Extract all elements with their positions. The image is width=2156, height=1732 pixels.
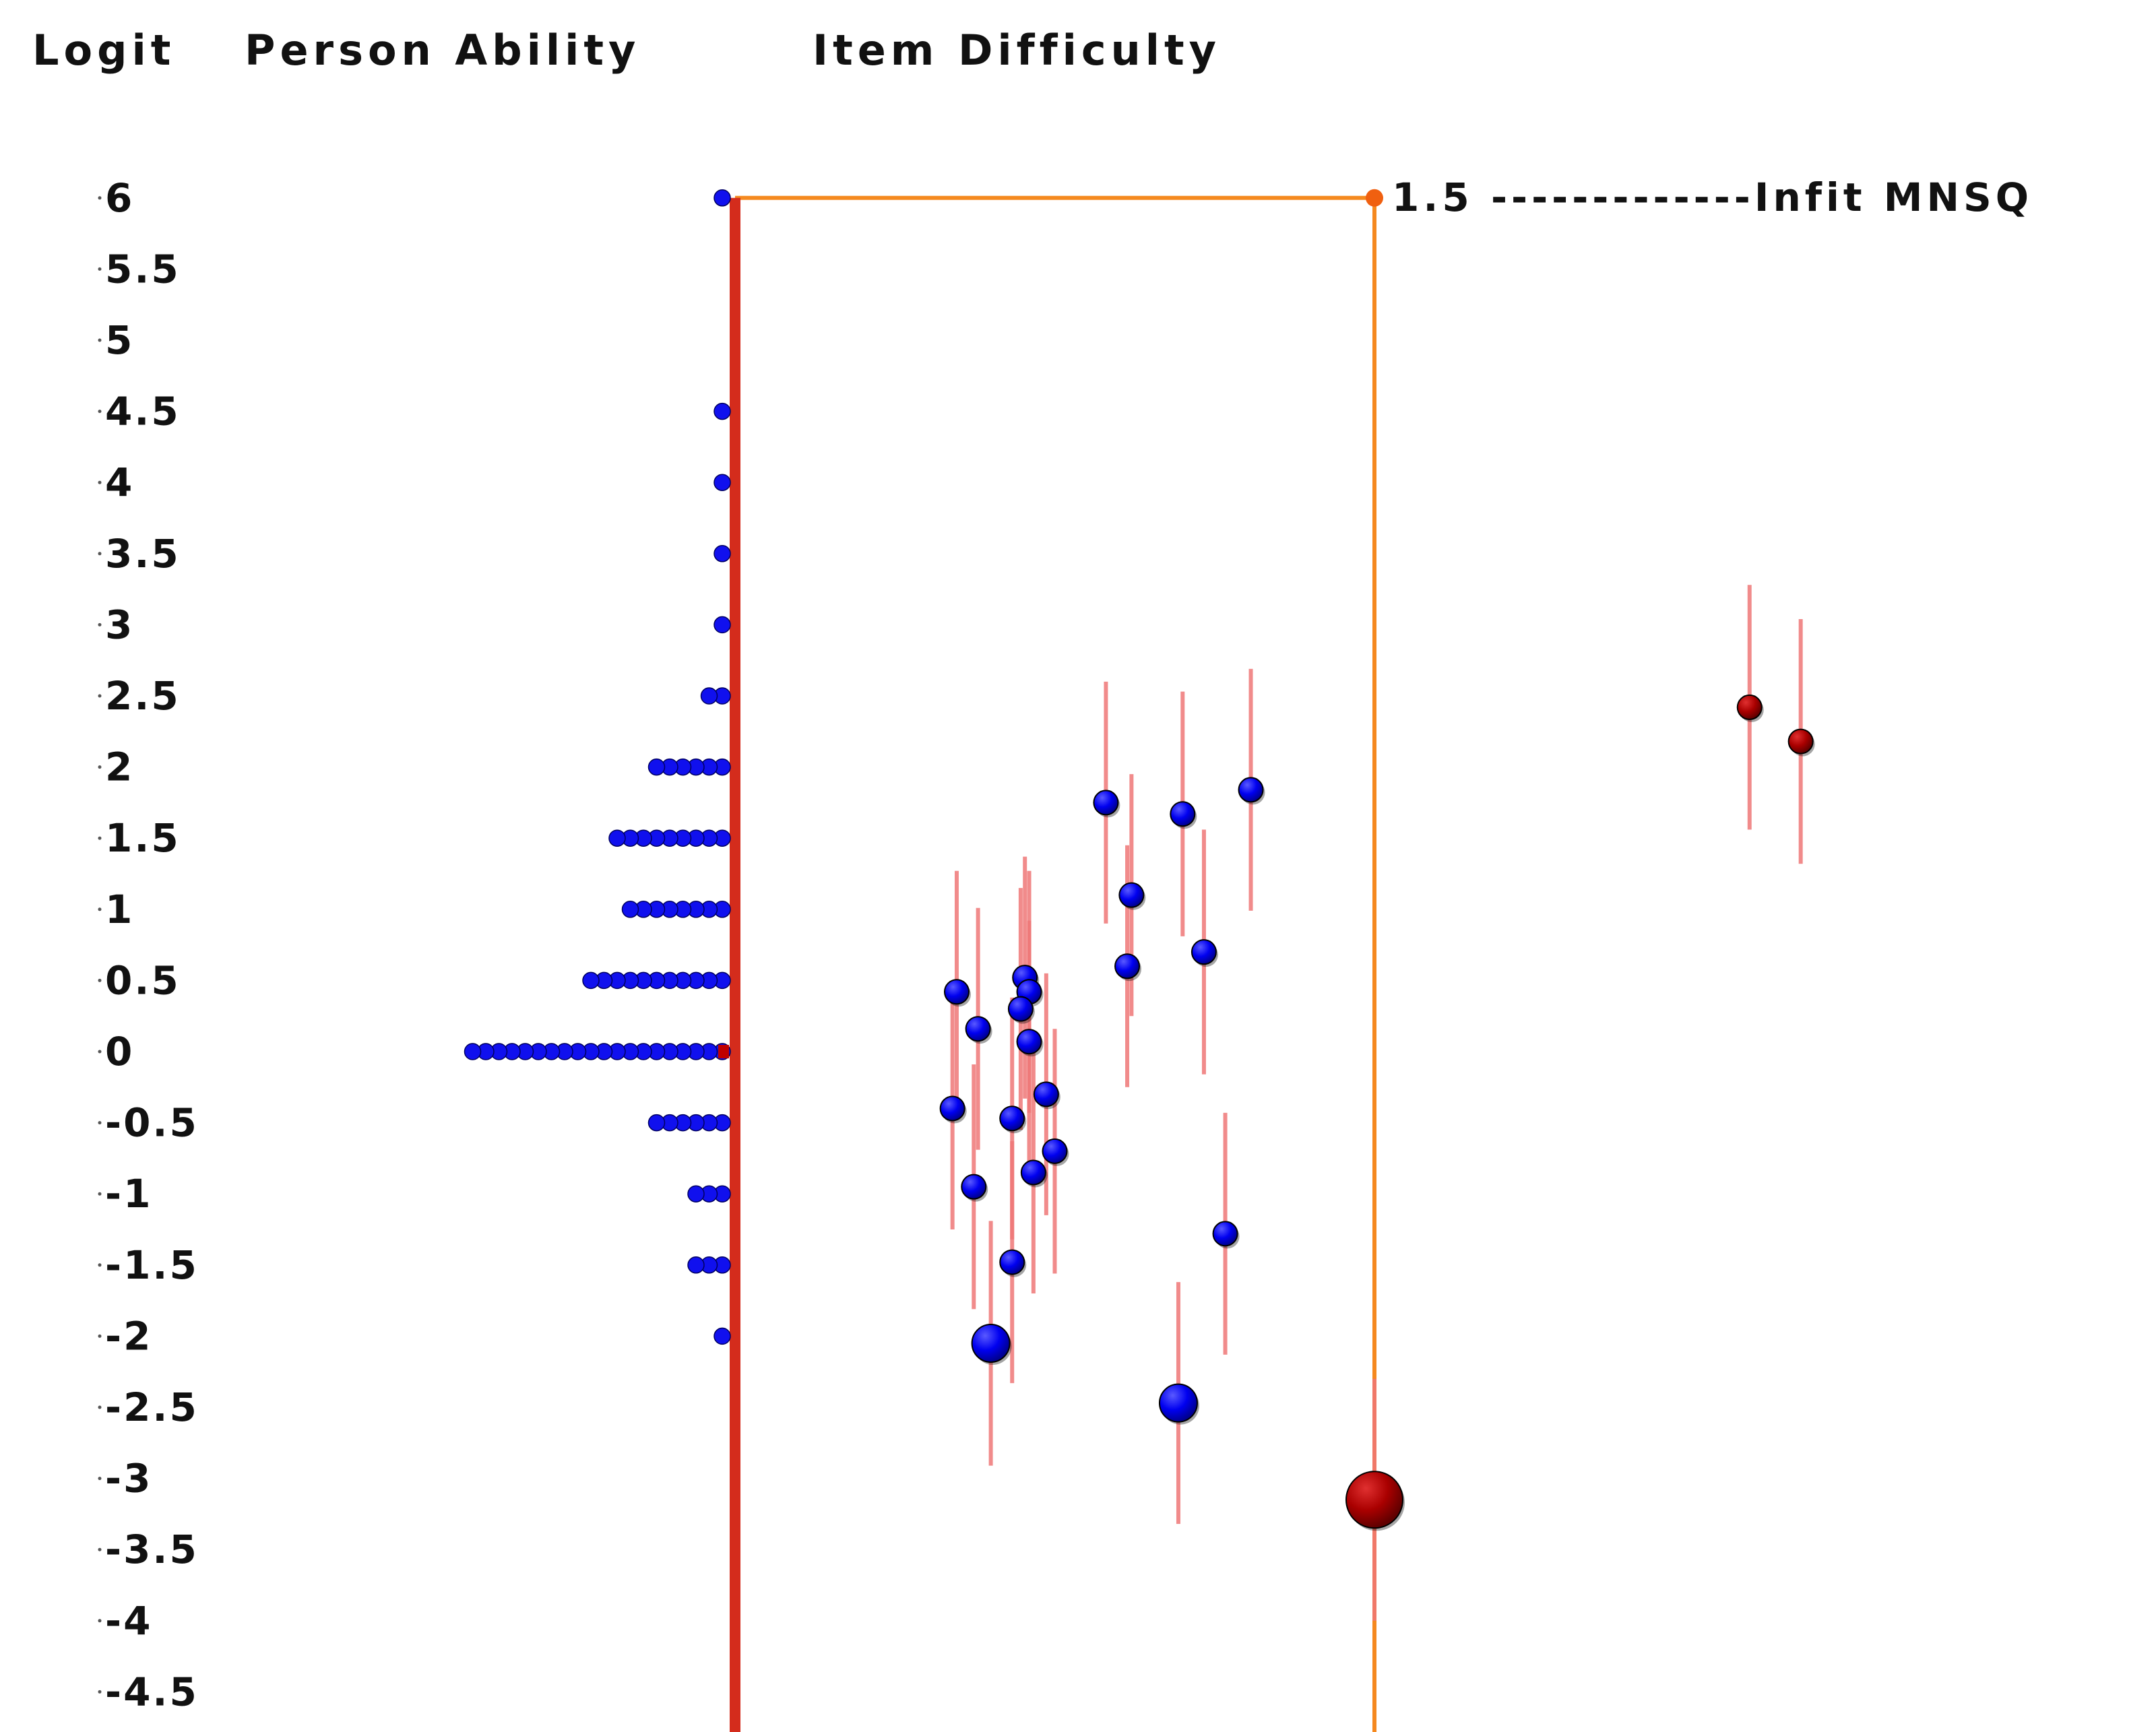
misfit-item-dot: [1787, 728, 1814, 755]
person-dot: [687, 1256, 705, 1274]
y-tick-mark: [98, 196, 102, 200]
y-tick-label: 2: [105, 744, 134, 790]
y-tick-mark: [98, 978, 102, 982]
item-difficulty-header: Item Difficulty: [813, 26, 1222, 75]
item-dot: [939, 1095, 965, 1122]
person-ability-header: Person Ability: [245, 26, 641, 75]
item-dot: [1114, 953, 1141, 980]
person-dot: [608, 829, 626, 847]
item-dot: [999, 1105, 1025, 1132]
item-dot: [1191, 939, 1217, 965]
y-tick-mark: [98, 1334, 102, 1338]
person-dot: [647, 1114, 666, 1132]
y-tick-mark: [98, 1192, 102, 1196]
item-dot: [943, 979, 970, 1005]
y-tick-label: 4: [105, 459, 134, 505]
y-tick-label: 5: [105, 317, 134, 363]
infit-threshold-marker: [1366, 189, 1383, 207]
y-tick-label: 1: [105, 887, 134, 932]
item-dot: [1118, 882, 1145, 908]
y-tick-mark: [98, 1405, 102, 1409]
infit-mnsq-label: 1.5 -------------Infit MNSQ: [1392, 174, 2033, 220]
y-tick-label: 3.5: [105, 531, 181, 577]
person-dot: [687, 1185, 705, 1202]
person-dot: [714, 474, 731, 491]
y-tick-mark: [98, 410, 102, 414]
y-tick-mark: [98, 267, 102, 271]
y-tick-label: -4: [105, 1598, 152, 1644]
person-dot: [714, 189, 731, 207]
y-tick-mark: [98, 622, 102, 627]
y-tick-mark: [98, 694, 102, 698]
y-tick-mark: [98, 552, 102, 556]
y-tick-label: 1.5: [105, 815, 181, 861]
y-tick-label: 6: [105, 175, 134, 221]
infit-guide: [730, 189, 1383, 1732]
item-dot: [971, 1323, 1011, 1363]
person-dot: [464, 1043, 482, 1060]
y-tick-mark: [98, 1619, 102, 1623]
item-dot: [1212, 1221, 1238, 1247]
item-dot: [1007, 996, 1034, 1022]
y-tick-label: -3: [105, 1456, 152, 1502]
y-tick-mark: [98, 1121, 102, 1125]
y-tick-mark: [98, 338, 102, 342]
y-tick-mark: [98, 907, 102, 911]
y-tick-label: -1: [105, 1171, 152, 1217]
person-dot: [714, 545, 731, 563]
item-dot: [1020, 1159, 1046, 1186]
person-dot: [714, 402, 731, 420]
item-dot: [961, 1174, 987, 1200]
item-dot: [1016, 1029, 1042, 1055]
y-tick-label: -2.5: [105, 1384, 199, 1430]
item-difficulty-points: [939, 585, 1815, 1621]
y-tick-mark: [98, 1263, 102, 1267]
item-dot: [1033, 1081, 1059, 1108]
y-tick-label: 0.5: [105, 957, 181, 1003]
y-tick-label: 2.5: [105, 673, 181, 719]
person-dot: [582, 971, 600, 990]
y-tick-label: -3.5: [105, 1527, 199, 1572]
y-tick-label: 4.5: [105, 389, 181, 435]
y-tick-label: -2: [105, 1313, 152, 1359]
y-tick-mark: [98, 480, 102, 484]
y-axis-ticks: 6 5.5 5 4.5 4 3.5 3 2.5 2 1.5 1 0.5 0 -0.5 -1 -1.5 -2 -2.…: [98, 175, 199, 1714]
misfit-item-dot: [1736, 694, 1763, 720]
person-dot: [714, 1327, 731, 1345]
y-tick-label: -0.5: [105, 1100, 199, 1146]
person-dot: [700, 687, 718, 705]
item-dot: [965, 1016, 991, 1042]
y-tick-mark: [98, 1050, 102, 1054]
y-tick-mark: [98, 836, 102, 840]
y-tick-mark: [98, 765, 102, 769]
item-dot: [1170, 801, 1196, 827]
logit-header: Logit: [32, 26, 176, 75]
person-mean-marker: [718, 1045, 729, 1058]
item-dot: [1042, 1138, 1068, 1164]
y-tick-mark: [98, 1547, 102, 1551]
y-tick-label: -1.5: [105, 1242, 199, 1288]
item-dot: [1158, 1383, 1198, 1423]
y-tick-label: -4.5: [105, 1669, 199, 1714]
item-dot: [1093, 790, 1119, 816]
y-tick-label: 0: [105, 1029, 134, 1075]
person-dot: [647, 758, 666, 776]
item-dot: [1238, 777, 1264, 803]
y-tick-label: 3: [105, 602, 134, 647]
y-tick-mark: [98, 1477, 102, 1481]
y-tick-mark: [98, 1690, 102, 1694]
person-dot: [621, 901, 639, 918]
item-dot: [999, 1249, 1025, 1275]
person-dot: [714, 616, 731, 634]
misfit-item-dot: [1345, 1471, 1403, 1529]
person-ability-distribution: [464, 189, 731, 1345]
y-tick-label: 5.5: [105, 246, 181, 292]
